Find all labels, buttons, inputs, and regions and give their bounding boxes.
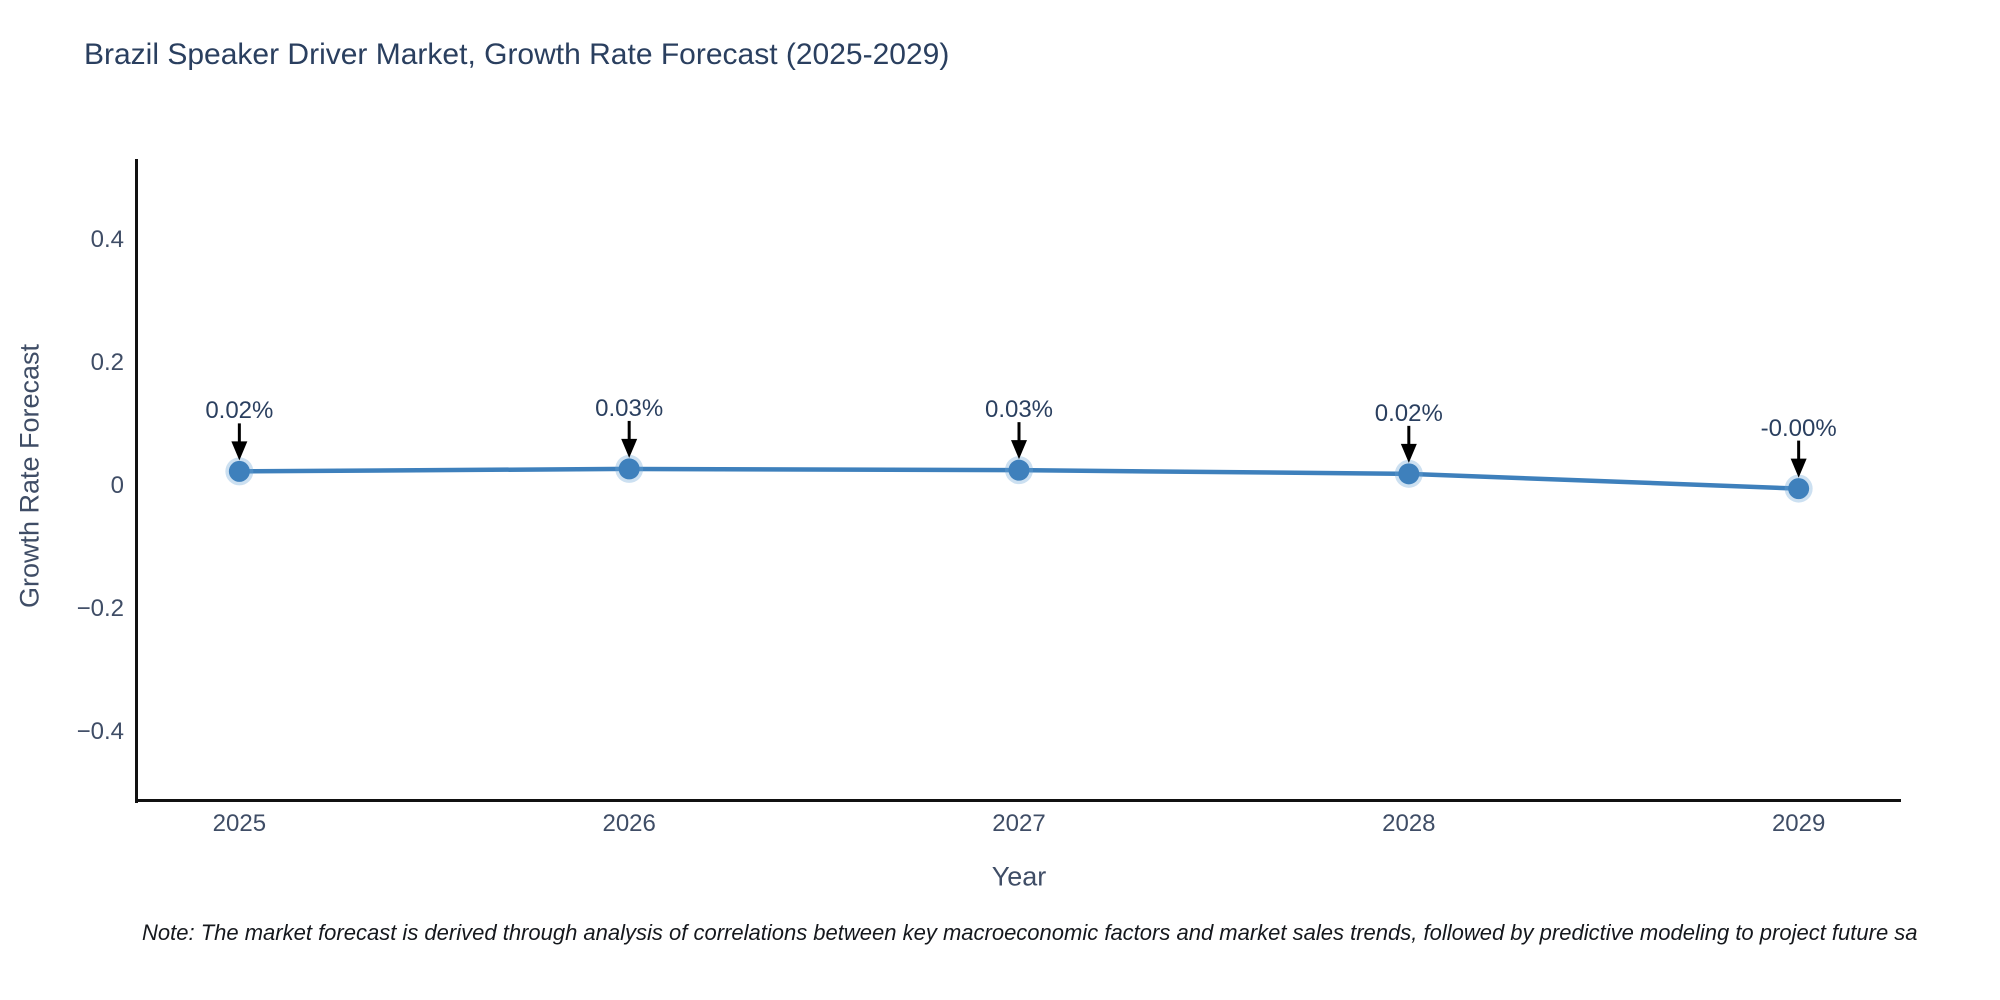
x-axis-line	[135, 799, 1901, 802]
y-tick-label: 0	[110, 472, 124, 500]
point-value-label: 0.03%	[595, 394, 664, 422]
data-point-marker	[618, 458, 640, 480]
point-value-label: 0.02%	[1374, 399, 1443, 427]
annotation-arrowhead-icon	[231, 441, 248, 461]
y-tick-label: −0.2	[76, 595, 124, 623]
annotation-arrowhead-icon	[1011, 440, 1027, 460]
y-tick-label: 0.4	[90, 226, 124, 253]
data-point-marker	[228, 460, 250, 482]
footnote: Note: The market forecast is derived thr…	[142, 920, 1918, 945]
annotation-arrowhead-icon	[1400, 443, 1417, 463]
x-tick-label: 2028	[1382, 810, 1436, 837]
y-tick-label: 0.2	[90, 349, 124, 377]
x-tick-label: 2026	[602, 810, 656, 837]
x-tick-label: 2025	[212, 810, 267, 837]
x-tick-label: 2027	[992, 810, 1046, 837]
point-value-label: -0.00%	[1760, 414, 1837, 442]
x-tick-label: 2029	[1771, 810, 1826, 837]
point-value-label: 0.02%	[205, 397, 274, 425]
chart-title: Brazil Speaker Driver Market, Growth Rat…	[84, 38, 950, 71]
data-point-marker	[1788, 478, 1810, 500]
y-axis-line	[135, 159, 138, 803]
annotation-arrowhead-icon	[621, 438, 638, 458]
annotation-arrowhead-icon	[1790, 458, 1807, 478]
data-point-marker	[1398, 463, 1420, 485]
point-value-label: 0.03%	[984, 396, 1054, 424]
data-point-marker	[1008, 459, 1030, 481]
y-tick-label: −0.4	[76, 718, 124, 746]
x-axis-title: Year	[991, 861, 1047, 892]
